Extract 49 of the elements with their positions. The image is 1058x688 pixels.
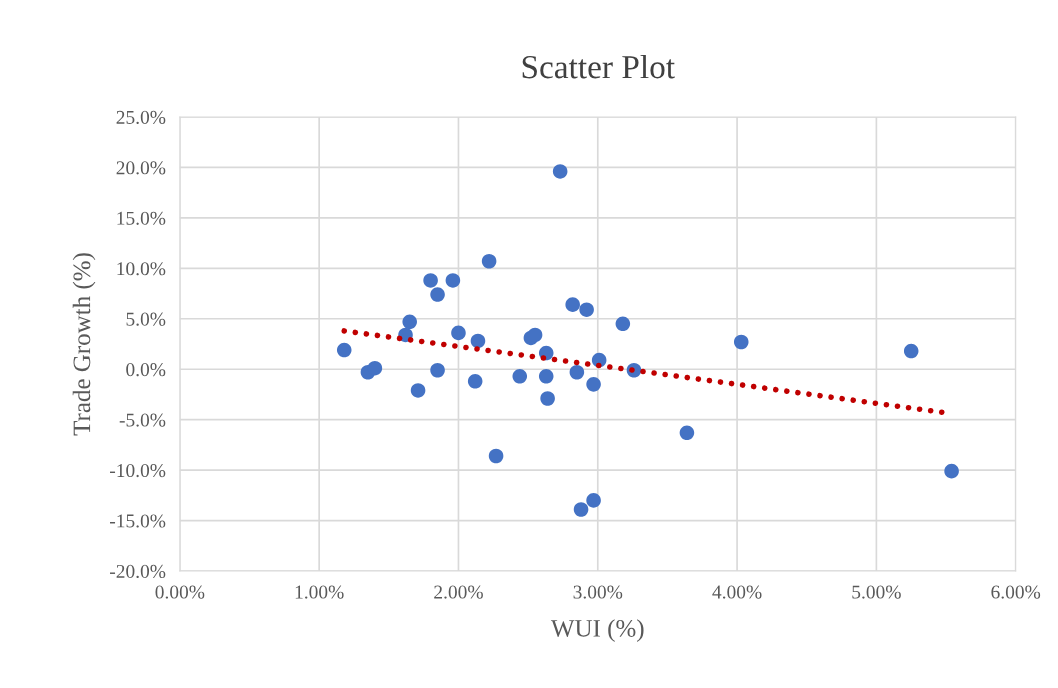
y-tick-label: 5.0% <box>126 312 166 326</box>
point <box>470 333 486 349</box>
point <box>586 493 601 508</box>
point <box>445 273 461 288</box>
y-tick-label: 10.0% <box>117 262 166 276</box>
y-tick-label: -10.0% <box>110 463 166 478</box>
x-tick-label: 3.00% <box>573 585 623 599</box>
point <box>367 360 383 376</box>
y-tick-label: 0.0% <box>126 363 166 377</box>
y-tick-label: -15.0% <box>110 514 166 528</box>
y-tick-label: -20.0% <box>110 564 166 579</box>
x-tick-label: 4.00% <box>712 585 762 599</box>
point <box>538 369 554 384</box>
point <box>733 334 749 350</box>
y-tick-label: 15.0% <box>117 211 166 225</box>
point <box>679 425 695 441</box>
y-axis-title: Trade Growth (%) <box>72 253 96 436</box>
point <box>481 253 497 269</box>
point <box>451 325 466 341</box>
point <box>512 369 528 384</box>
x-tick-label: 0.00% <box>155 585 205 599</box>
point <box>423 273 438 288</box>
point <box>565 297 580 312</box>
point <box>944 463 959 479</box>
point <box>579 302 594 317</box>
y-tick-label: 25.0% <box>116 110 166 124</box>
chart-title: Scatter Plot <box>522 54 675 79</box>
point <box>488 448 504 464</box>
x-tick-label: 6.00% <box>991 585 1041 599</box>
y-tick-label: 20.0% <box>116 161 166 175</box>
x-tick-label: 2.00% <box>434 585 483 599</box>
point <box>402 314 417 330</box>
point <box>573 502 589 517</box>
y-tick-label: -5.0% <box>119 413 166 427</box>
point <box>903 343 919 359</box>
point <box>527 327 543 343</box>
point <box>430 287 445 302</box>
x-axis-title: WUI (%) <box>550 619 644 642</box>
point <box>467 374 483 389</box>
point <box>552 164 568 179</box>
point <box>430 362 445 378</box>
point <box>615 316 631 332</box>
x-tick-label: 5.00% <box>852 585 901 599</box>
point <box>336 342 352 358</box>
x-tick-label: 1.00% <box>295 585 344 599</box>
point <box>410 383 426 398</box>
point <box>569 364 585 380</box>
point <box>586 377 601 392</box>
point <box>540 391 555 406</box>
